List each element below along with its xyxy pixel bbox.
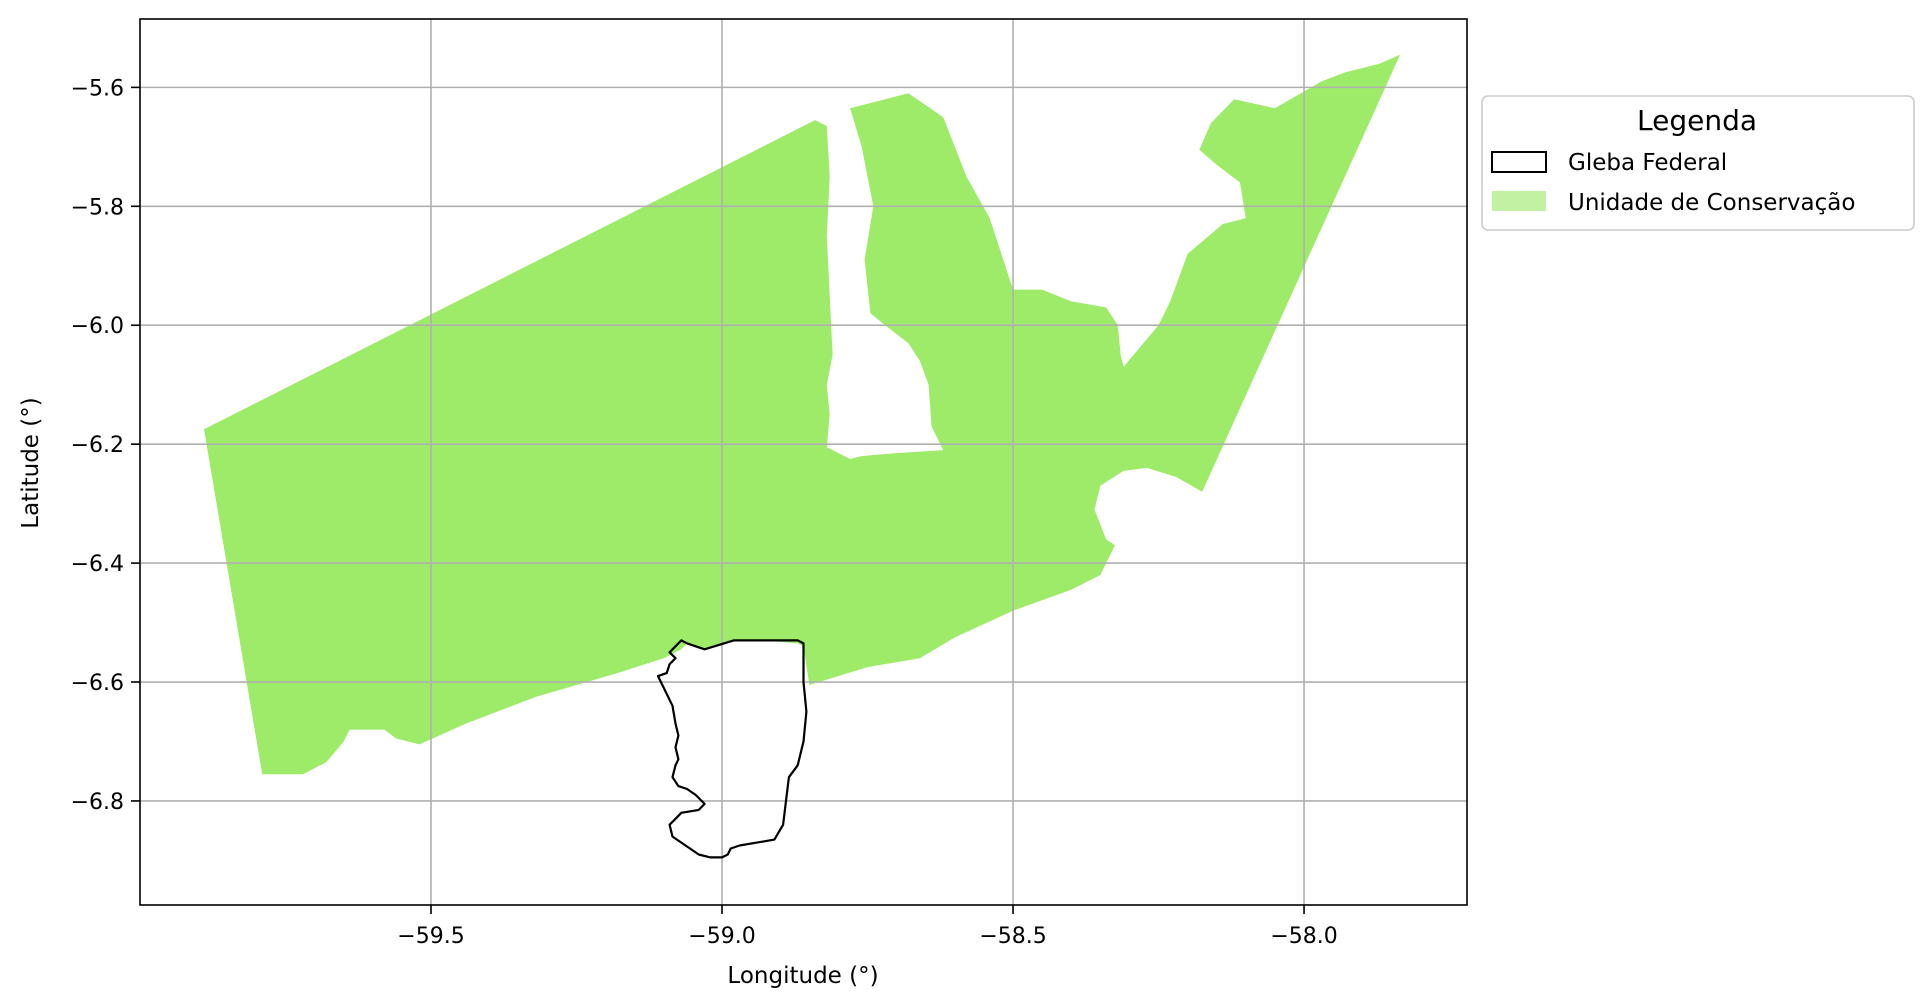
- map-layers: [204, 54, 1401, 775]
- x-axis-ticks: −59.5 −59.0 −58.5 −58.0: [397, 905, 1338, 949]
- y-tick-label: −5.6: [71, 76, 124, 101]
- legend-swatch-gleba-federal: [1491, 151, 1547, 173]
- y-tick-label: −5.8: [71, 195, 124, 220]
- x-tick-label: −59.0: [688, 924, 755, 949]
- x-tick-label: −58.0: [1270, 924, 1337, 949]
- y-axis-ticks: −5.6 −5.8 −6.0 −6.2 −6.4 −6.6 −6.8: [71, 76, 140, 815]
- legend-label-unidade-de-conservacao: Unidade de Conservação: [1568, 190, 1855, 216]
- legend-swatch-unidade-de-conservacao: [1492, 191, 1546, 211]
- unidade-de-conservacao-area: [204, 54, 1401, 775]
- x-tick-label: −59.5: [397, 924, 464, 949]
- y-tick-label: −6.6: [71, 671, 124, 696]
- plot-frame: [139, 18, 1468, 906]
- gleba-federal-outline: [656, 639, 808, 859]
- y-axis-label: Latitude (°): [18, 397, 44, 528]
- y-tick-label: −6.0: [71, 314, 124, 339]
- legend: Legenda Gleba Federal Unidade de Conserv…: [1481, 95, 1915, 231]
- gridlines: [140, 19, 1467, 905]
- y-tick-label: −6.2: [71, 433, 124, 458]
- x-axis-label: Longitude (°): [727, 963, 878, 989]
- legend-title: Legenda: [1637, 104, 1757, 137]
- legend-label-gleba-federal: Gleba Federal: [1568, 150, 1727, 176]
- legend-box: [1481, 95, 1915, 231]
- y-tick-label: −6.4: [71, 552, 124, 577]
- y-tick-label: −6.8: [71, 790, 124, 815]
- x-tick-label: −58.5: [979, 924, 1046, 949]
